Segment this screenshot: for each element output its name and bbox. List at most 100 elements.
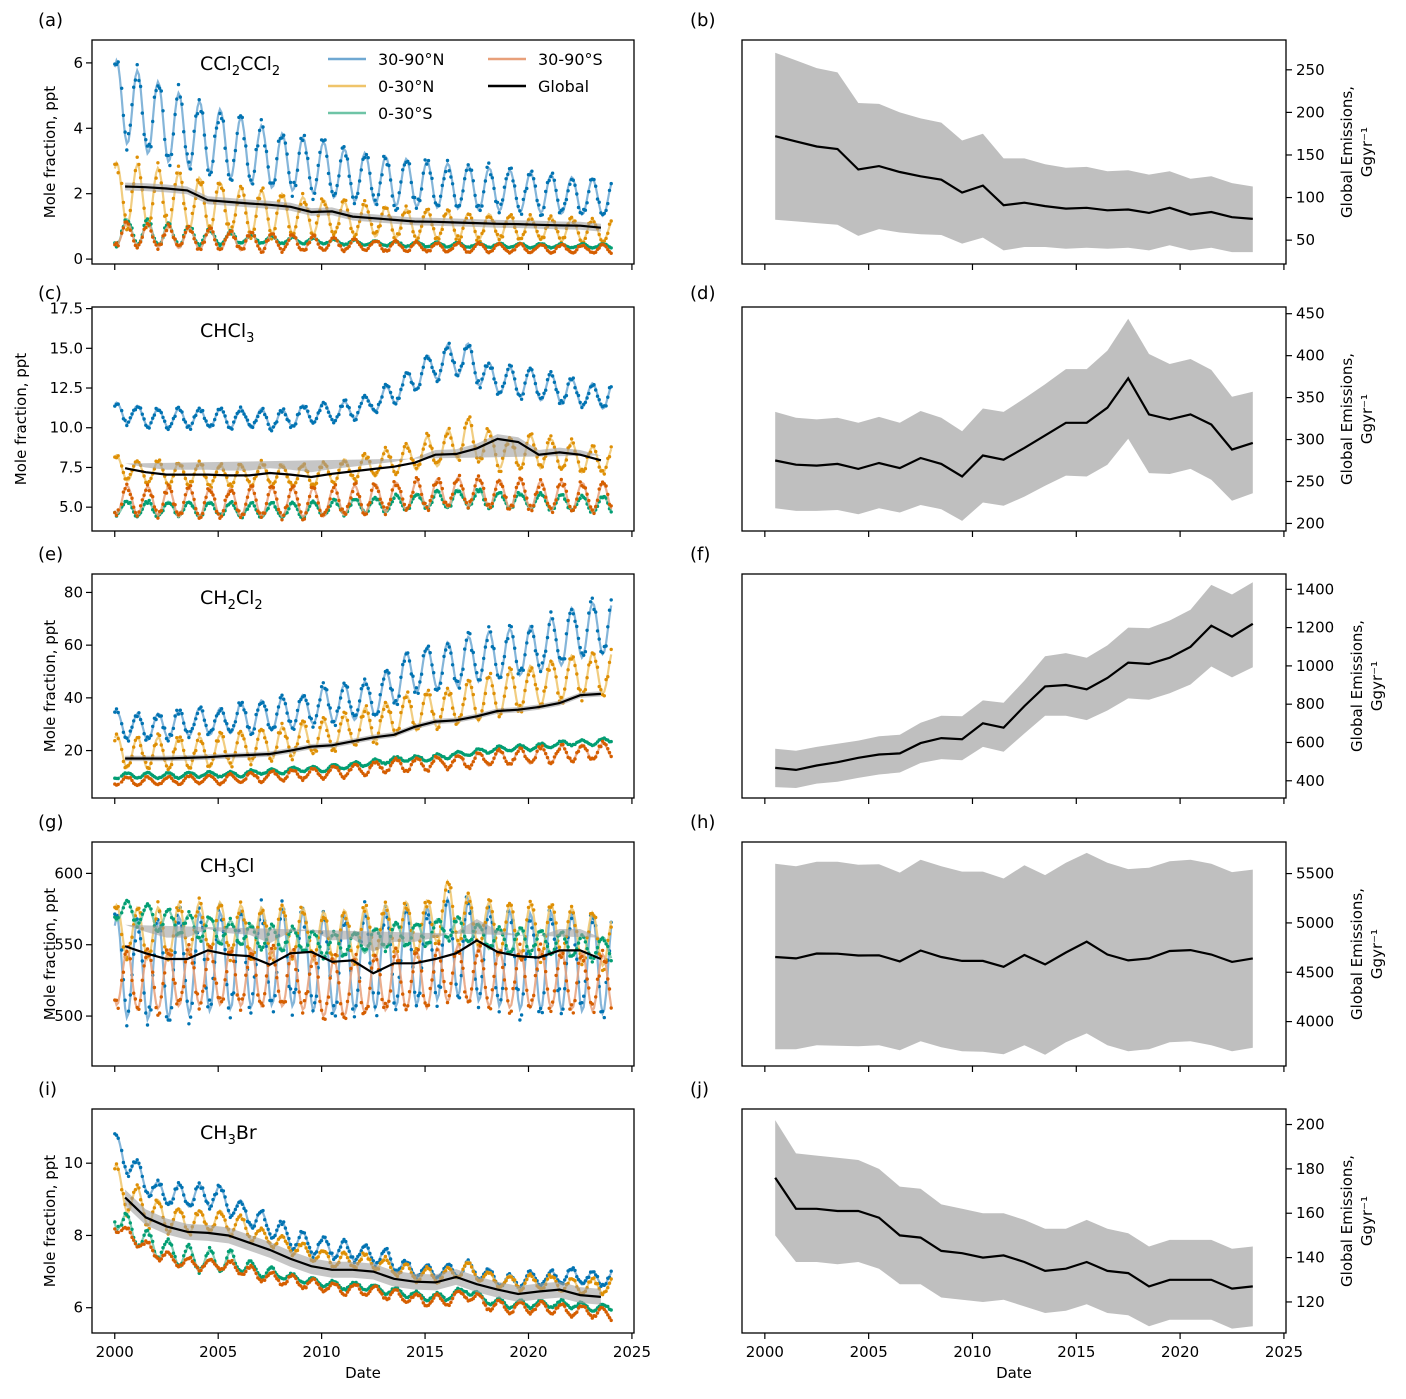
obs-point [440, 486, 444, 491]
obs-point [401, 451, 405, 456]
obs-point [499, 390, 503, 394]
obs-point [464, 500, 469, 505]
obs-point [414, 206, 419, 210]
obs-point [600, 1009, 605, 1014]
obs-point [225, 970, 229, 974]
obs-point [416, 386, 420, 390]
obs-point [445, 432, 450, 436]
obs-point [173, 714, 177, 718]
obs-point [257, 247, 262, 251]
obs-point [302, 999, 307, 1003]
obs-point [173, 950, 177, 955]
obs-point [573, 943, 577, 947]
obs-point [549, 214, 553, 218]
obs-point [249, 236, 253, 241]
obs-point [335, 709, 339, 713]
obs-point [238, 405, 243, 409]
obs-point [345, 718, 350, 722]
obs-point [490, 366, 494, 370]
obs-point [535, 687, 539, 691]
obs-point [554, 941, 558, 945]
obs-point [449, 436, 453, 440]
obs-point [347, 700, 351, 704]
obs-point [228, 1016, 232, 1020]
obs-point [121, 470, 126, 475]
obs-point [169, 762, 174, 767]
obs-point [304, 921, 308, 925]
obs-point [411, 926, 415, 930]
obs-point [407, 210, 412, 214]
obs-point [278, 246, 282, 251]
obs-point [288, 230, 293, 234]
obs-point [469, 350, 474, 354]
obs-point [392, 923, 396, 927]
obs-point [473, 371, 477, 375]
obs-point [578, 936, 582, 941]
obs-point [561, 951, 565, 956]
obs-point [369, 726, 374, 730]
obs-point [597, 465, 601, 469]
obs-point [151, 202, 155, 206]
obs-point [273, 226, 277, 231]
obs-points-s_high [113, 739, 613, 788]
obs-point [223, 749, 227, 754]
obs-point [528, 213, 532, 217]
obs-point [204, 967, 208, 972]
obs-point [275, 420, 279, 424]
obs-point [235, 711, 239, 716]
obs-point [314, 221, 319, 225]
obs-point [147, 904, 151, 908]
obs-point [432, 759, 436, 763]
obs-point [573, 998, 577, 1003]
y-axis-title: Global Emissions, [1338, 353, 1356, 485]
obs-point [307, 935, 312, 939]
obs-point [233, 720, 238, 724]
obs-point [549, 506, 553, 510]
obs-point [338, 244, 343, 248]
obs-point [473, 706, 477, 711]
obs-point [318, 508, 322, 512]
obs-point [290, 758, 294, 762]
obs-point [516, 672, 520, 676]
obs-point [388, 390, 393, 395]
obs-point [557, 236, 562, 240]
obs-point [168, 1018, 172, 1022]
obs-point [364, 947, 369, 951]
obs-point [276, 507, 281, 512]
obs-point [137, 1007, 141, 1011]
obs-point [535, 967, 539, 971]
obs-point [144, 955, 148, 960]
obs-point [480, 753, 484, 757]
obs-point [201, 180, 205, 185]
obs-point [592, 177, 596, 182]
obs-point [144, 488, 148, 492]
obs-point [432, 194, 436, 198]
obs-point [116, 244, 120, 248]
obs-point [256, 708, 260, 712]
obs-point [223, 978, 227, 982]
obs-point [495, 200, 500, 205]
plot-area [113, 1132, 613, 1323]
obs-point [566, 618, 570, 623]
obs-point [280, 721, 284, 726]
obs-point [263, 992, 267, 996]
obs-point [364, 1243, 369, 1247]
obs-point [516, 463, 520, 467]
obs-point [152, 95, 157, 99]
obs-point [606, 231, 610, 235]
obs-point [368, 691, 372, 695]
obs-point [587, 986, 591, 990]
obs-point [147, 766, 151, 771]
obs-point [195, 178, 200, 182]
obs-point [240, 997, 244, 1001]
obs-point [583, 688, 588, 692]
obs-point [475, 477, 479, 482]
obs-point [376, 489, 381, 494]
y-tick-label: 300 [1296, 431, 1325, 449]
obs-point [252, 169, 257, 173]
obs-point [542, 457, 546, 461]
obs-point [607, 750, 612, 755]
obs-point [550, 510, 555, 515]
obs-point [544, 939, 548, 944]
obs-point [590, 1002, 594, 1006]
